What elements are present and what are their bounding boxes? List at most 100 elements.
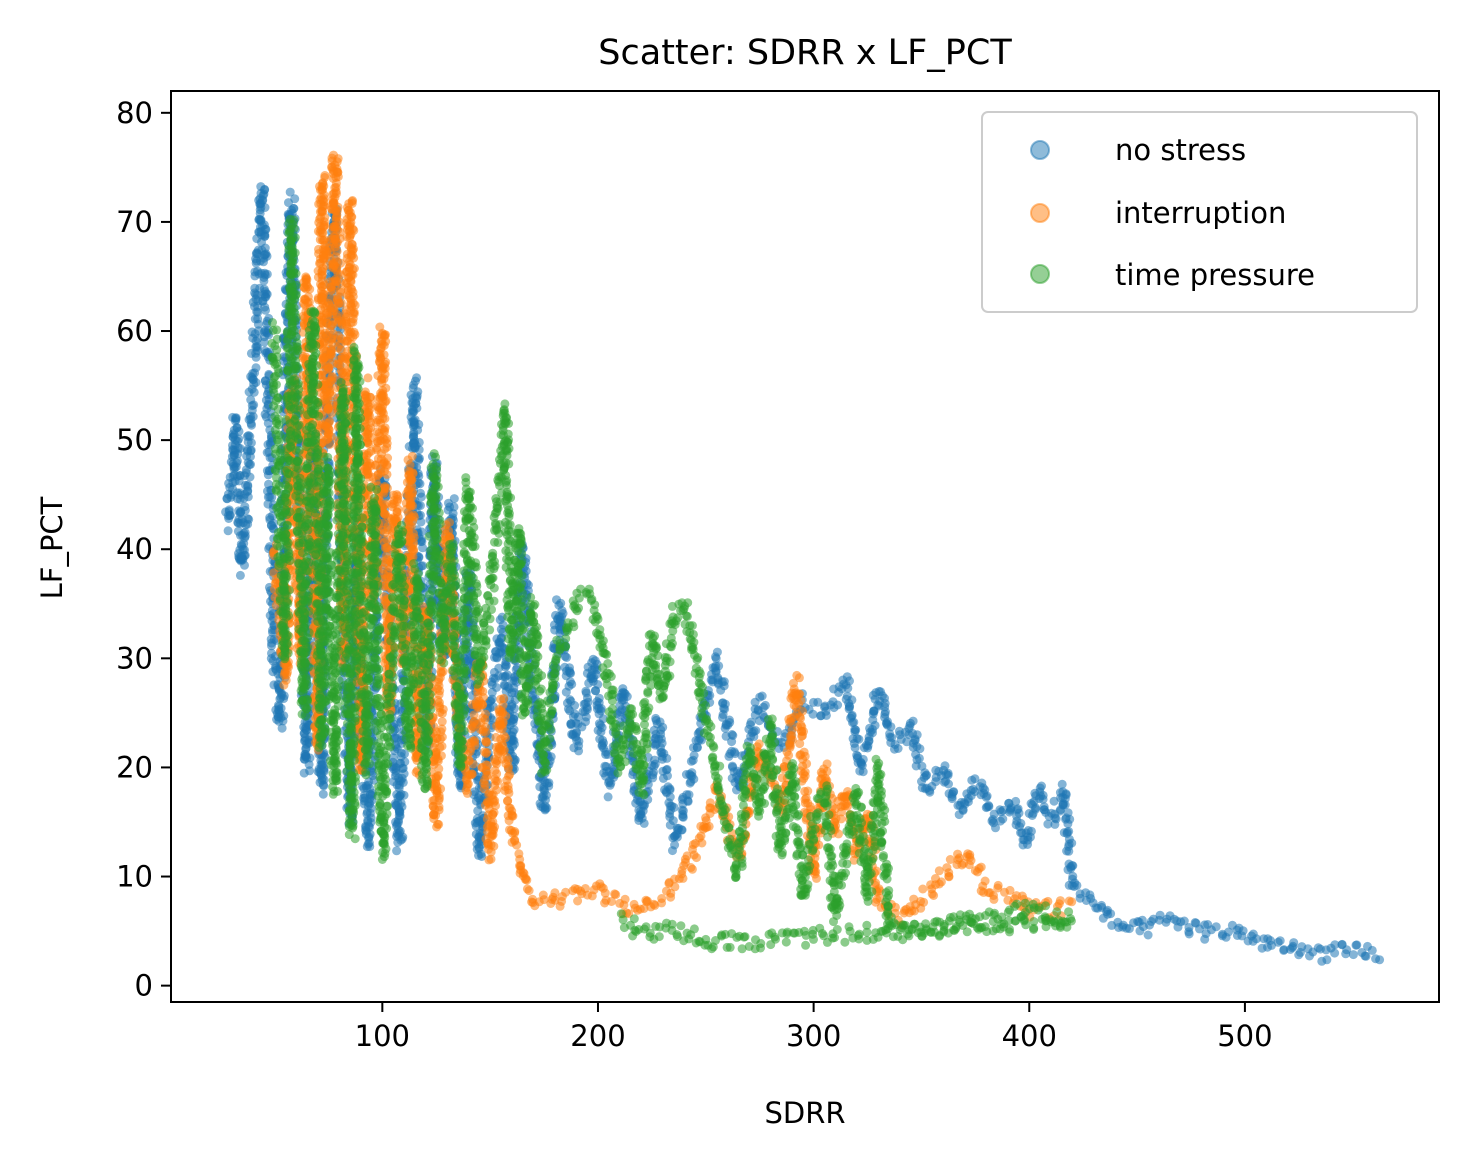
data-point	[267, 520, 276, 530]
data-point	[1072, 880, 1082, 890]
data-point	[230, 448, 240, 458]
data-point	[590, 656, 600, 666]
data-point	[868, 715, 878, 725]
data-point	[263, 470, 273, 480]
data-point	[410, 376, 420, 386]
data-point	[1367, 945, 1377, 955]
data-point	[716, 685, 726, 695]
data-point	[850, 743, 860, 753]
data-point	[301, 284, 311, 294]
data-point	[1200, 934, 1210, 944]
data-point	[323, 403, 333, 413]
data-point	[581, 712, 591, 722]
data-point	[751, 726, 761, 736]
data-point	[948, 787, 958, 797]
data-point	[834, 688, 844, 697]
data-point	[363, 817, 373, 827]
data-point	[323, 423, 333, 432]
data-point	[500, 662, 510, 672]
data-point	[277, 723, 287, 733]
data-point	[327, 372, 337, 382]
data-point	[251, 348, 261, 358]
data-point	[887, 733, 897, 743]
data-point	[393, 818, 403, 827]
data-point	[1191, 918, 1201, 928]
data-point	[1014, 808, 1024, 818]
data-point	[242, 445, 252, 455]
data-point	[1060, 800, 1070, 810]
data-point	[290, 194, 300, 204]
data-point	[231, 414, 241, 424]
data-point	[727, 737, 737, 747]
data-point	[854, 734, 864, 744]
data-point	[1065, 814, 1075, 824]
data-point	[922, 770, 932, 780]
data-point	[325, 384, 335, 394]
data-point	[571, 732, 581, 742]
data-point	[1221, 932, 1231, 942]
data-point	[864, 736, 874, 746]
data-point	[914, 753, 924, 763]
data-point	[255, 205, 265, 215]
data-point	[1067, 861, 1077, 871]
data-point	[301, 749, 311, 759]
data-point	[276, 703, 286, 713]
data-point	[1211, 922, 1221, 932]
data-point	[1143, 930, 1153, 940]
data-point	[248, 368, 258, 378]
data-point	[416, 492, 426, 502]
data-point	[364, 777, 374, 787]
data-point	[981, 792, 991, 802]
data-point	[259, 337, 269, 347]
data-point	[833, 700, 843, 710]
data-point	[448, 509, 458, 518]
data-point	[364, 832, 374, 842]
data-point	[1062, 827, 1072, 837]
data-point	[267, 493, 277, 502]
data-point	[414, 445, 424, 455]
data-point	[241, 468, 251, 478]
data-point	[509, 714, 519, 724]
data-point	[316, 213, 326, 222]
data-point	[1322, 955, 1332, 965]
data-point	[984, 802, 994, 812]
data-point	[399, 790, 409, 800]
data-point	[1085, 890, 1095, 900]
data-point	[1273, 937, 1283, 947]
data-point	[619, 695, 629, 705]
data-point	[397, 802, 407, 812]
data-point	[581, 686, 591, 696]
data-point	[603, 792, 613, 802]
data-point	[540, 805, 550, 815]
data-point	[1351, 940, 1361, 950]
data-point	[1294, 950, 1304, 960]
data-point	[408, 406, 418, 416]
data-point	[260, 185, 270, 195]
data-point	[330, 275, 340, 284]
data-point	[925, 786, 934, 795]
data-point	[268, 656, 278, 666]
data-point	[300, 294, 310, 304]
data-point	[276, 688, 286, 698]
data-point	[250, 329, 260, 339]
data-point	[332, 246, 342, 256]
data-point	[396, 748, 406, 758]
data-point	[273, 712, 283, 722]
data-point	[552, 595, 561, 605]
data-point	[260, 302, 270, 312]
data-point	[677, 825, 687, 835]
data-point	[1016, 818, 1026, 828]
data-point	[317, 228, 327, 237]
data-point	[1064, 846, 1074, 856]
data-point	[570, 701, 580, 710]
data-point	[413, 425, 423, 435]
data-point	[845, 676, 854, 686]
data-point	[246, 459, 255, 469]
data-point	[266, 634, 276, 644]
data-point	[1031, 804, 1041, 814]
data-point	[808, 709, 818, 719]
data-point	[224, 506, 234, 516]
data-point	[267, 641, 276, 651]
data-point	[259, 253, 269, 263]
